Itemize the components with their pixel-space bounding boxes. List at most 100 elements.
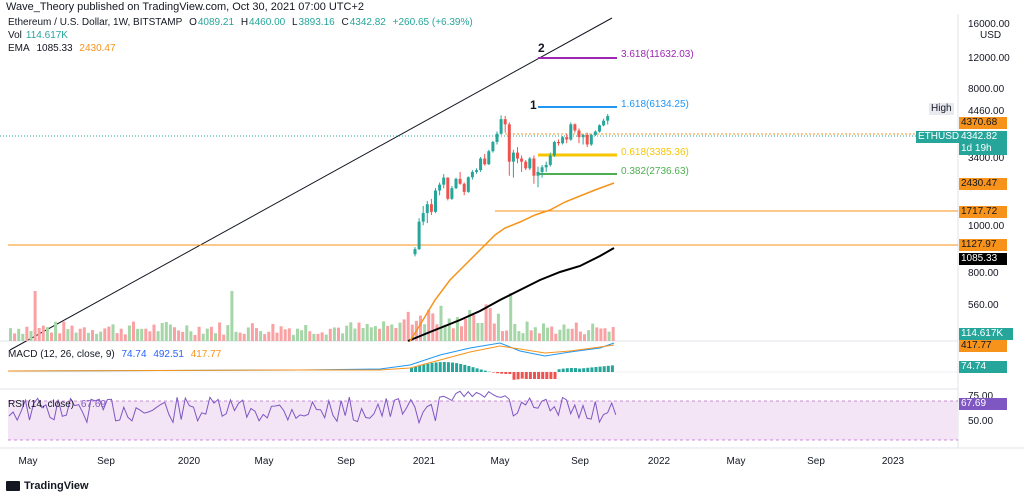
volume-bar [603,328,607,341]
macd-hist-bar [586,367,590,372]
macd-hist-bar [426,363,430,372]
last-price-label: 4342.82 [959,131,1007,143]
macd-hist-bar [467,365,471,372]
time-tick: Sep [97,456,115,467]
candle-body [503,119,507,125]
volume-bar [17,328,21,341]
volume-bar [316,333,320,341]
volume-bar [218,322,222,341]
time-tick: May [727,456,746,467]
volume-bar [201,333,205,341]
volume-bar [484,304,488,341]
high-price-label: 4370.68 [959,117,1007,129]
volume-bar [140,328,144,341]
volume-bar [558,329,562,341]
candle-body [446,177,450,199]
long-trend-line [9,17,613,351]
volume-bar [533,327,537,341]
macd-hist-bar [524,372,528,379]
macd-hist-bar [582,368,586,372]
macd-signal-line [7,344,615,372]
volume-bar [550,326,554,341]
candle-body [569,124,573,140]
volume-bar [234,331,238,341]
volume-bar [111,324,115,341]
volume-bar [250,323,254,341]
volume-bar [382,321,386,341]
macd-hist-bar [594,367,598,372]
volume-bar [160,322,164,341]
volume-bar [468,310,472,341]
volume-bar [480,323,484,341]
volume-bar [447,318,451,341]
candle-body [589,134,593,145]
candle-body [458,178,462,184]
volume-bar [464,318,468,341]
volume-bar [82,327,86,341]
candle-body [561,137,565,144]
macd-hist-bar [533,372,536,379]
candle-body [516,152,519,159]
volume-bar [66,329,70,341]
time-tick: Sep [571,456,589,467]
volume-bar [566,328,570,341]
macd-hist-bar [483,370,487,372]
ema-slow-line [407,247,615,342]
volume-bar [271,323,275,341]
candle-body [532,158,536,176]
volume-bar [193,334,197,341]
volume-bar [341,333,345,341]
volume-bar [357,322,361,341]
candle-body [438,184,442,191]
volume-bar [529,330,533,341]
volume-bar [406,311,410,341]
macd-hist-bar [610,365,614,372]
price-tick: 560.00 [968,300,999,311]
volume-bar [492,323,496,341]
volume-bar [595,327,599,341]
candle-body [470,171,474,178]
time-tick: May [491,456,510,467]
volume-bar [173,327,176,341]
fib-3618-label: 3.618(11632.03) [621,49,694,60]
volume-bar [488,308,492,341]
macd-hist-bar [492,372,495,373]
volume-bar [164,322,168,341]
time-tick: 2022 [648,456,671,467]
time-tick: Sep [337,456,355,467]
volume-bar [349,322,353,341]
time-tick: 2021 [413,456,436,467]
candle-body [462,183,466,192]
rsi-value-label: 67.69 [959,398,1007,410]
candle-body [573,124,577,131]
volume-bar [45,327,49,341]
volume-bar [419,315,422,341]
volume-bar [86,332,90,341]
ema-label: EMA [8,43,30,54]
volume-bar [267,331,271,341]
candle-body [598,125,601,132]
time-tick: May [19,456,38,467]
volume-bar [29,331,33,341]
volume-bar [513,323,517,341]
price-tick: 1000.00 [968,221,1005,232]
fib-0618-label: 0.618(3385.36) [621,147,689,158]
ema-slow-price-label: 1085.33 [959,253,1007,265]
volume-bar [177,330,181,341]
rsi-value: 67.69 [80,399,106,410]
ema-slow-value: 1085.33 [36,43,73,54]
candle-body [593,131,597,135]
macd-hist-bar [541,372,545,379]
volume-bar [62,321,66,341]
candle-body [434,190,437,212]
volume-bar [398,322,402,341]
macd-hist-bar [410,368,413,372]
volume-bar [304,324,308,341]
tradingview-logo[interactable]: TradingView [6,480,89,492]
volume-bar [546,327,550,341]
volume-bar [587,330,591,341]
volume-bar [599,328,603,341]
volume-bar [181,331,185,341]
macd-hist-bar [549,372,553,379]
